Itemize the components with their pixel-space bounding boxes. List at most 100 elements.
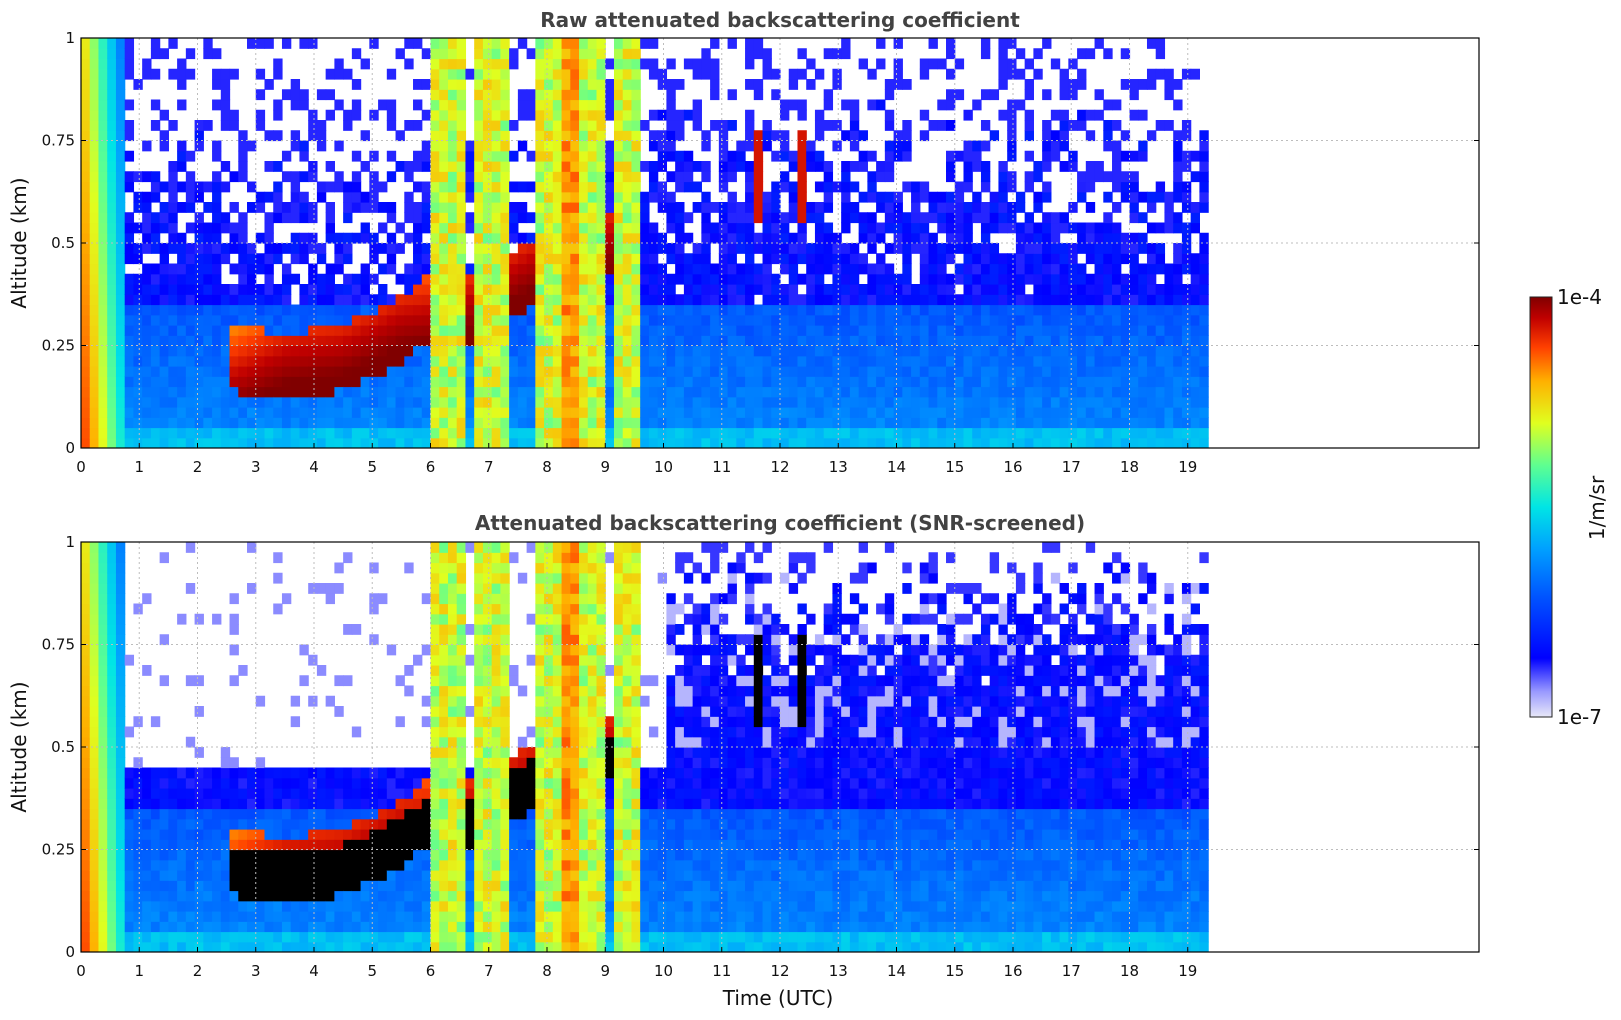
heatmap-cell xyxy=(308,427,318,439)
heatmap-cell xyxy=(142,859,152,871)
y-tick-label: 0.75 xyxy=(42,132,75,150)
heatmap-cell xyxy=(439,859,449,871)
heatmap-cell xyxy=(194,273,204,285)
heatmap-cell xyxy=(980,314,991,326)
heatmap-cell xyxy=(954,345,965,357)
heatmap-cell xyxy=(631,253,641,265)
heatmap-cell xyxy=(299,818,309,830)
heatmap-cell xyxy=(273,253,283,265)
heatmap-cell xyxy=(299,284,309,295)
heatmap-cell xyxy=(98,613,108,625)
heatmap-cell xyxy=(220,120,231,131)
heatmap-cell xyxy=(159,345,169,357)
heatmap-cell xyxy=(395,161,405,172)
heatmap-cell xyxy=(150,870,161,881)
heatmap-cell xyxy=(343,921,353,933)
heatmap-cell xyxy=(1077,396,1087,408)
heatmap-cell xyxy=(657,294,668,306)
heatmap-cell xyxy=(150,818,161,830)
heatmap-cell xyxy=(212,325,222,336)
heatmap-cell xyxy=(133,253,143,265)
heatmap-cell xyxy=(185,263,196,275)
heatmap-cell xyxy=(666,437,676,448)
heatmap-cell xyxy=(1085,181,1096,193)
heatmap-cell xyxy=(177,931,187,943)
heatmap-cell xyxy=(378,870,388,881)
heatmap-cell xyxy=(762,253,772,265)
heatmap-cell xyxy=(762,140,772,152)
heatmap-cell xyxy=(928,263,938,275)
heatmap-cell xyxy=(727,120,737,131)
heatmap-cell xyxy=(89,191,100,203)
heatmap-cell xyxy=(1033,222,1043,234)
heatmap-cell xyxy=(552,284,563,295)
heatmap-cell xyxy=(247,38,257,49)
heatmap-cell xyxy=(1050,212,1061,224)
heatmap-cell xyxy=(238,253,248,265)
heatmap-cell xyxy=(229,396,239,408)
heatmap-cell xyxy=(509,376,519,388)
heatmap-cell xyxy=(517,325,528,336)
heatmap-cell xyxy=(867,366,877,377)
heatmap-cell xyxy=(491,427,501,439)
heatmap-cell xyxy=(351,407,362,418)
heatmap-cell xyxy=(89,222,100,234)
heatmap-cell xyxy=(1146,314,1157,326)
heatmap-cell xyxy=(692,253,702,265)
heatmap-cell xyxy=(98,726,108,738)
heatmap-cell xyxy=(718,171,729,183)
heatmap-cell xyxy=(972,273,982,285)
heatmap-cell xyxy=(561,181,571,193)
heatmap-cell xyxy=(884,109,895,121)
heatmap-cell xyxy=(1077,427,1087,439)
heatmap-cell xyxy=(998,386,1008,398)
heatmap-cell xyxy=(447,396,458,408)
heatmap-cell xyxy=(841,386,851,398)
heatmap-cell xyxy=(482,161,493,172)
heatmap-cell xyxy=(264,161,274,172)
heatmap-cell xyxy=(89,777,100,789)
heatmap-cell xyxy=(369,150,379,162)
heatmap-cell xyxy=(552,345,563,357)
heatmap-cell xyxy=(675,427,685,439)
heatmap-cell xyxy=(622,253,633,265)
heatmap-cell xyxy=(797,191,807,203)
heatmap-cell xyxy=(1050,130,1061,142)
heatmap-cell xyxy=(343,788,353,799)
heatmap-cell xyxy=(150,829,161,840)
heatmap-cell xyxy=(570,171,580,183)
heatmap-cell xyxy=(1042,150,1052,162)
heatmap-cell xyxy=(439,48,449,60)
heatmap-cell xyxy=(369,325,379,336)
heatmap-cell xyxy=(849,355,860,367)
heatmap-cell xyxy=(439,232,449,244)
heatmap-cell xyxy=(683,386,694,398)
heatmap-cell xyxy=(954,212,965,224)
heatmap-cell xyxy=(500,120,510,131)
heatmap-cell xyxy=(421,777,432,789)
heatmap-cell xyxy=(474,263,484,275)
heatmap-cell xyxy=(308,890,318,902)
heatmap-cell xyxy=(640,345,650,357)
heatmap-cell xyxy=(133,284,143,295)
heatmap-cell xyxy=(325,941,335,952)
heatmap-cell xyxy=(124,880,135,892)
heatmap-cell xyxy=(98,644,108,656)
heatmap-cell xyxy=(81,542,91,553)
heatmap-cell xyxy=(98,140,108,152)
heatmap-cell xyxy=(98,757,108,769)
heatmap-cell xyxy=(613,212,624,224)
heatmap-cell xyxy=(579,140,589,152)
heatmap-cell xyxy=(884,120,895,131)
heatmap-cell xyxy=(194,870,204,881)
heatmap-cell xyxy=(386,314,397,326)
heatmap-cell xyxy=(421,79,432,90)
heatmap-cell xyxy=(89,870,100,881)
heatmap-cell xyxy=(535,294,545,306)
heatmap-cell xyxy=(587,294,598,306)
heatmap-cell xyxy=(386,818,397,830)
heatmap-cell xyxy=(229,345,239,357)
heatmap-cell xyxy=(893,304,903,316)
heatmap-cell xyxy=(159,355,169,367)
heatmap-cell xyxy=(517,335,528,347)
